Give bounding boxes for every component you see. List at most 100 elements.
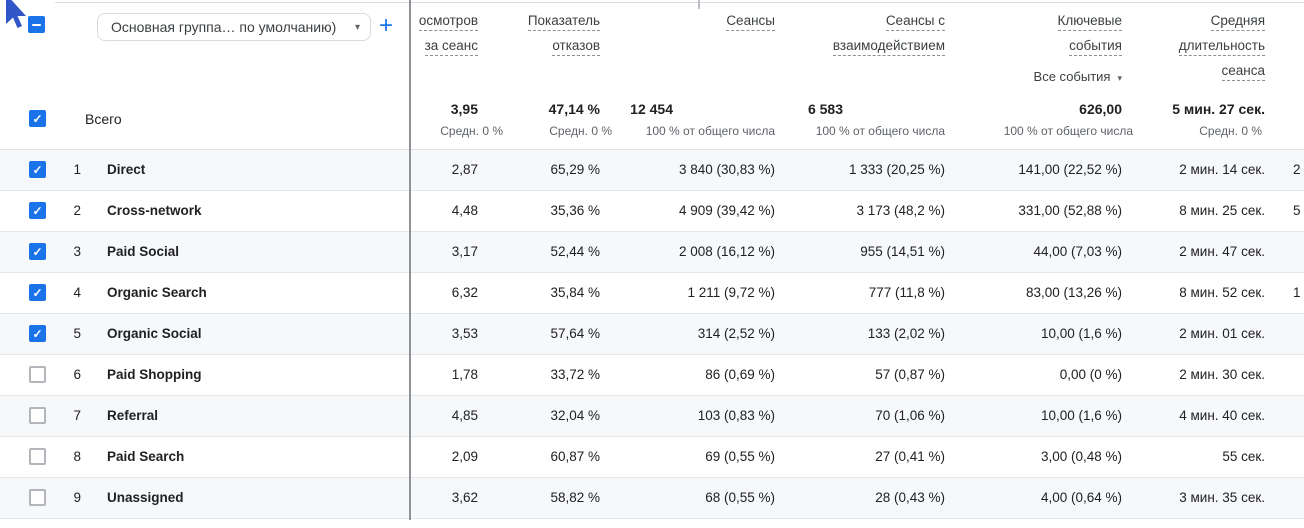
metric-cell-sessions: 103 (0,83 %) (697, 408, 775, 423)
column-header-text: Показатель (527, 13, 600, 31)
metric-cell-bounce-rate: 35,84 % (550, 285, 600, 300)
table-body: ✓ 1 Direct 2,87 65,29 % 3 840 (30,83 %) 1 333 … (0, 150, 1304, 519)
row-checkbox[interactable] (29, 366, 46, 383)
metric-cell-bounce-rate: 57,64 % (550, 326, 600, 341)
check-icon: ✓ (32, 244, 43, 259)
select-all-checkbox[interactable] (28, 16, 45, 33)
column-header-text: взаимодействием (832, 38, 945, 56)
metric-cell-avg-session-duration: 3 мин. 35 сек. (1179, 490, 1265, 505)
metric-cell-views-per-session: 3,17 (451, 244, 478, 259)
metric-cell-avg-session-duration: 2 мин. 14 сек. (1179, 162, 1265, 177)
metric-cell-engaged-sessions: 57 (0,87 %) (875, 367, 945, 382)
check-icon: ✓ (32, 285, 43, 300)
row-checkbox[interactable]: ✓ (29, 243, 46, 260)
row-checkbox[interactable]: ✓ (29, 325, 46, 342)
metric-cell-bounce-rate: 33,72 % (550, 367, 600, 382)
add-dimension-button[interactable]: + (372, 11, 400, 41)
column-header-avg-session-duration[interactable]: Средняя длительность сеанса (1178, 13, 1265, 88)
metric-cell-sessions: 86 (0,69 %) (705, 367, 775, 382)
metric-cell-sessions: 1 211 (9,72 %) (687, 285, 775, 300)
mouse-cursor (6, 0, 26, 28)
column-header-text: осмотров (418, 13, 478, 31)
row-number: 7 (73, 408, 81, 423)
metric-cell-key-events: 3,00 (0,48 %) (1040, 449, 1122, 464)
total-row: ✓ Всего 3,95 Средн. 0 % 47,14 % Средн. 0 % 1… (0, 88, 1304, 150)
column-header-key-events[interactable]: Ключевые события Все события ▾ (1034, 13, 1122, 84)
metric-cell-views-per-session: 4,48 (451, 203, 478, 218)
metric-cell-bounce-rate: 65,29 % (550, 162, 600, 177)
metric-cell-bounce-rate: 58,82 % (550, 490, 600, 505)
metric-cell-key-events: 141,00 (22,52 %) (1018, 162, 1122, 177)
metric-cell-sessions: 69 (0,55 %) (705, 449, 775, 464)
row-checkbox[interactable] (29, 489, 46, 506)
column-header-text: Средняя (1210, 13, 1265, 31)
check-icon: ✓ (32, 162, 43, 177)
indeterminate-dash-icon (32, 23, 41, 26)
column-header-text: события (1069, 38, 1122, 56)
channel-name: Direct (107, 162, 146, 177)
table-row: ✓ 5 Organic Social 3,53 57,64 % 314 (2,52 %) 1… (0, 314, 1304, 355)
chevron-down-icon: ▾ (354, 21, 360, 33)
channel-name: Paid Social (107, 244, 180, 259)
row-checkbox[interactable]: ✓ (29, 284, 46, 301)
column-header-engaged-sessions[interactable]: Сеансы с взаимодействием (832, 13, 945, 63)
row-number: 2 (73, 203, 81, 218)
table-row: 9 Unassigned 3,62 58,82 % 68 (0,55 %) 28 (0,4… (0, 478, 1304, 519)
row-number: 4 (73, 285, 81, 300)
metric-cell-engaged-sessions: 70 (1,06 %) (875, 408, 945, 423)
metric-cell-key-events: 10,00 (1,6 %) (1040, 326, 1122, 341)
column-header-views-per-session[interactable]: осмотров за сеанс (418, 13, 478, 63)
check-icon: ✓ (32, 203, 43, 218)
total-sub-label: 100 % от общего числа (645, 124, 775, 138)
metric-cell-engaged-sessions: 955 (14,51 %) (860, 244, 945, 259)
table-row: 8 Paid Search 2,09 60,87 % 69 (0,55 %) 27 (0,… (0, 437, 1304, 478)
channel-name: Organic Social (107, 326, 202, 341)
metric-cell-bounce-rate: 52,44 % (550, 244, 600, 259)
dimension-dropdown[interactable]: Основная группа… по умолчанию) ▾ (97, 13, 371, 41)
frozen-column-divider (409, 0, 411, 520)
total-sub-label: 100 % от общего числа (815, 124, 945, 138)
row-number: 1 (73, 162, 81, 177)
top-border-line (55, 2, 1304, 3)
channel-name: Cross-network (107, 203, 202, 218)
column-header-text: длительность (1178, 38, 1265, 56)
total-sub-label: Средн. 0 % (1199, 124, 1262, 138)
metric-cell-bounce-rate: 60,87 % (550, 449, 600, 464)
row-checkbox[interactable]: ✓ (29, 161, 46, 178)
metric-cell-bounce-rate: 35,36 % (550, 203, 600, 218)
column-header-bounce-rate[interactable]: Показатель отказов (527, 13, 600, 63)
metric-cell-avg-session-duration: 4 мин. 40 сек. (1179, 408, 1265, 423)
metric-cell-key-events: 83,00 (13,26 %) (1025, 285, 1122, 300)
metric-cell-views-per-session: 3,53 (451, 326, 478, 341)
total-sub-label: Средн. 0 % (549, 124, 612, 138)
metric-cell-avg-session-duration: 2 мин. 47 сек. (1179, 244, 1265, 259)
metric-cell-avg-session-duration: 2 мин. 30 сек. (1179, 367, 1265, 382)
row-checkbox[interactable] (29, 448, 46, 465)
check-icon: ✓ (32, 111, 43, 126)
key-events-selector[interactable]: Все события ▾ (1034, 69, 1122, 84)
key-events-selector-label: Все события (1033, 69, 1111, 84)
chevron-down-icon: ▾ (1117, 73, 1122, 83)
metric-cell-views-per-session: 6,32 (451, 285, 478, 300)
metric-cell-sessions: 314 (2,52 %) (697, 326, 775, 341)
row-checkbox[interactable] (29, 407, 46, 424)
row-number: 9 (73, 490, 81, 505)
row-number: 5 (73, 326, 81, 341)
metric-cell-key-events: 4,00 (0,64 %) (1040, 490, 1122, 505)
column-boundary-tick (698, 0, 700, 9)
metric-cell-avg-session-duration: 8 мин. 52 сек. (1179, 285, 1265, 300)
channel-name: Paid Search (107, 449, 185, 464)
metric-cell-engaged-sessions: 1 333 (20,25 %) (848, 162, 945, 177)
total-value: 3,95 (450, 101, 478, 117)
metric-cell-avg-session-duration: 8 мин. 25 сек. (1179, 203, 1265, 218)
column-header-text: отказов (552, 38, 600, 56)
table-row: ✓ 3 Paid Social 3,17 52,44 % 2 008 (16,12 %) 9… (0, 232, 1304, 273)
metric-cell-views-per-session: 3,62 (451, 490, 478, 505)
row-checkbox[interactable]: ✓ (29, 202, 46, 219)
total-row-checkbox[interactable]: ✓ (29, 110, 46, 127)
metric-cell-sessions: 68 (0,55 %) (705, 490, 775, 505)
metric-cell-sessions: 3 840 (30,83 %) (678, 162, 775, 177)
clipped-next-column-value: 1 (1293, 285, 1301, 300)
column-header-sessions[interactable]: Сеансы (726, 13, 775, 38)
metric-cell-engaged-sessions: 28 (0,43 %) (875, 490, 945, 505)
